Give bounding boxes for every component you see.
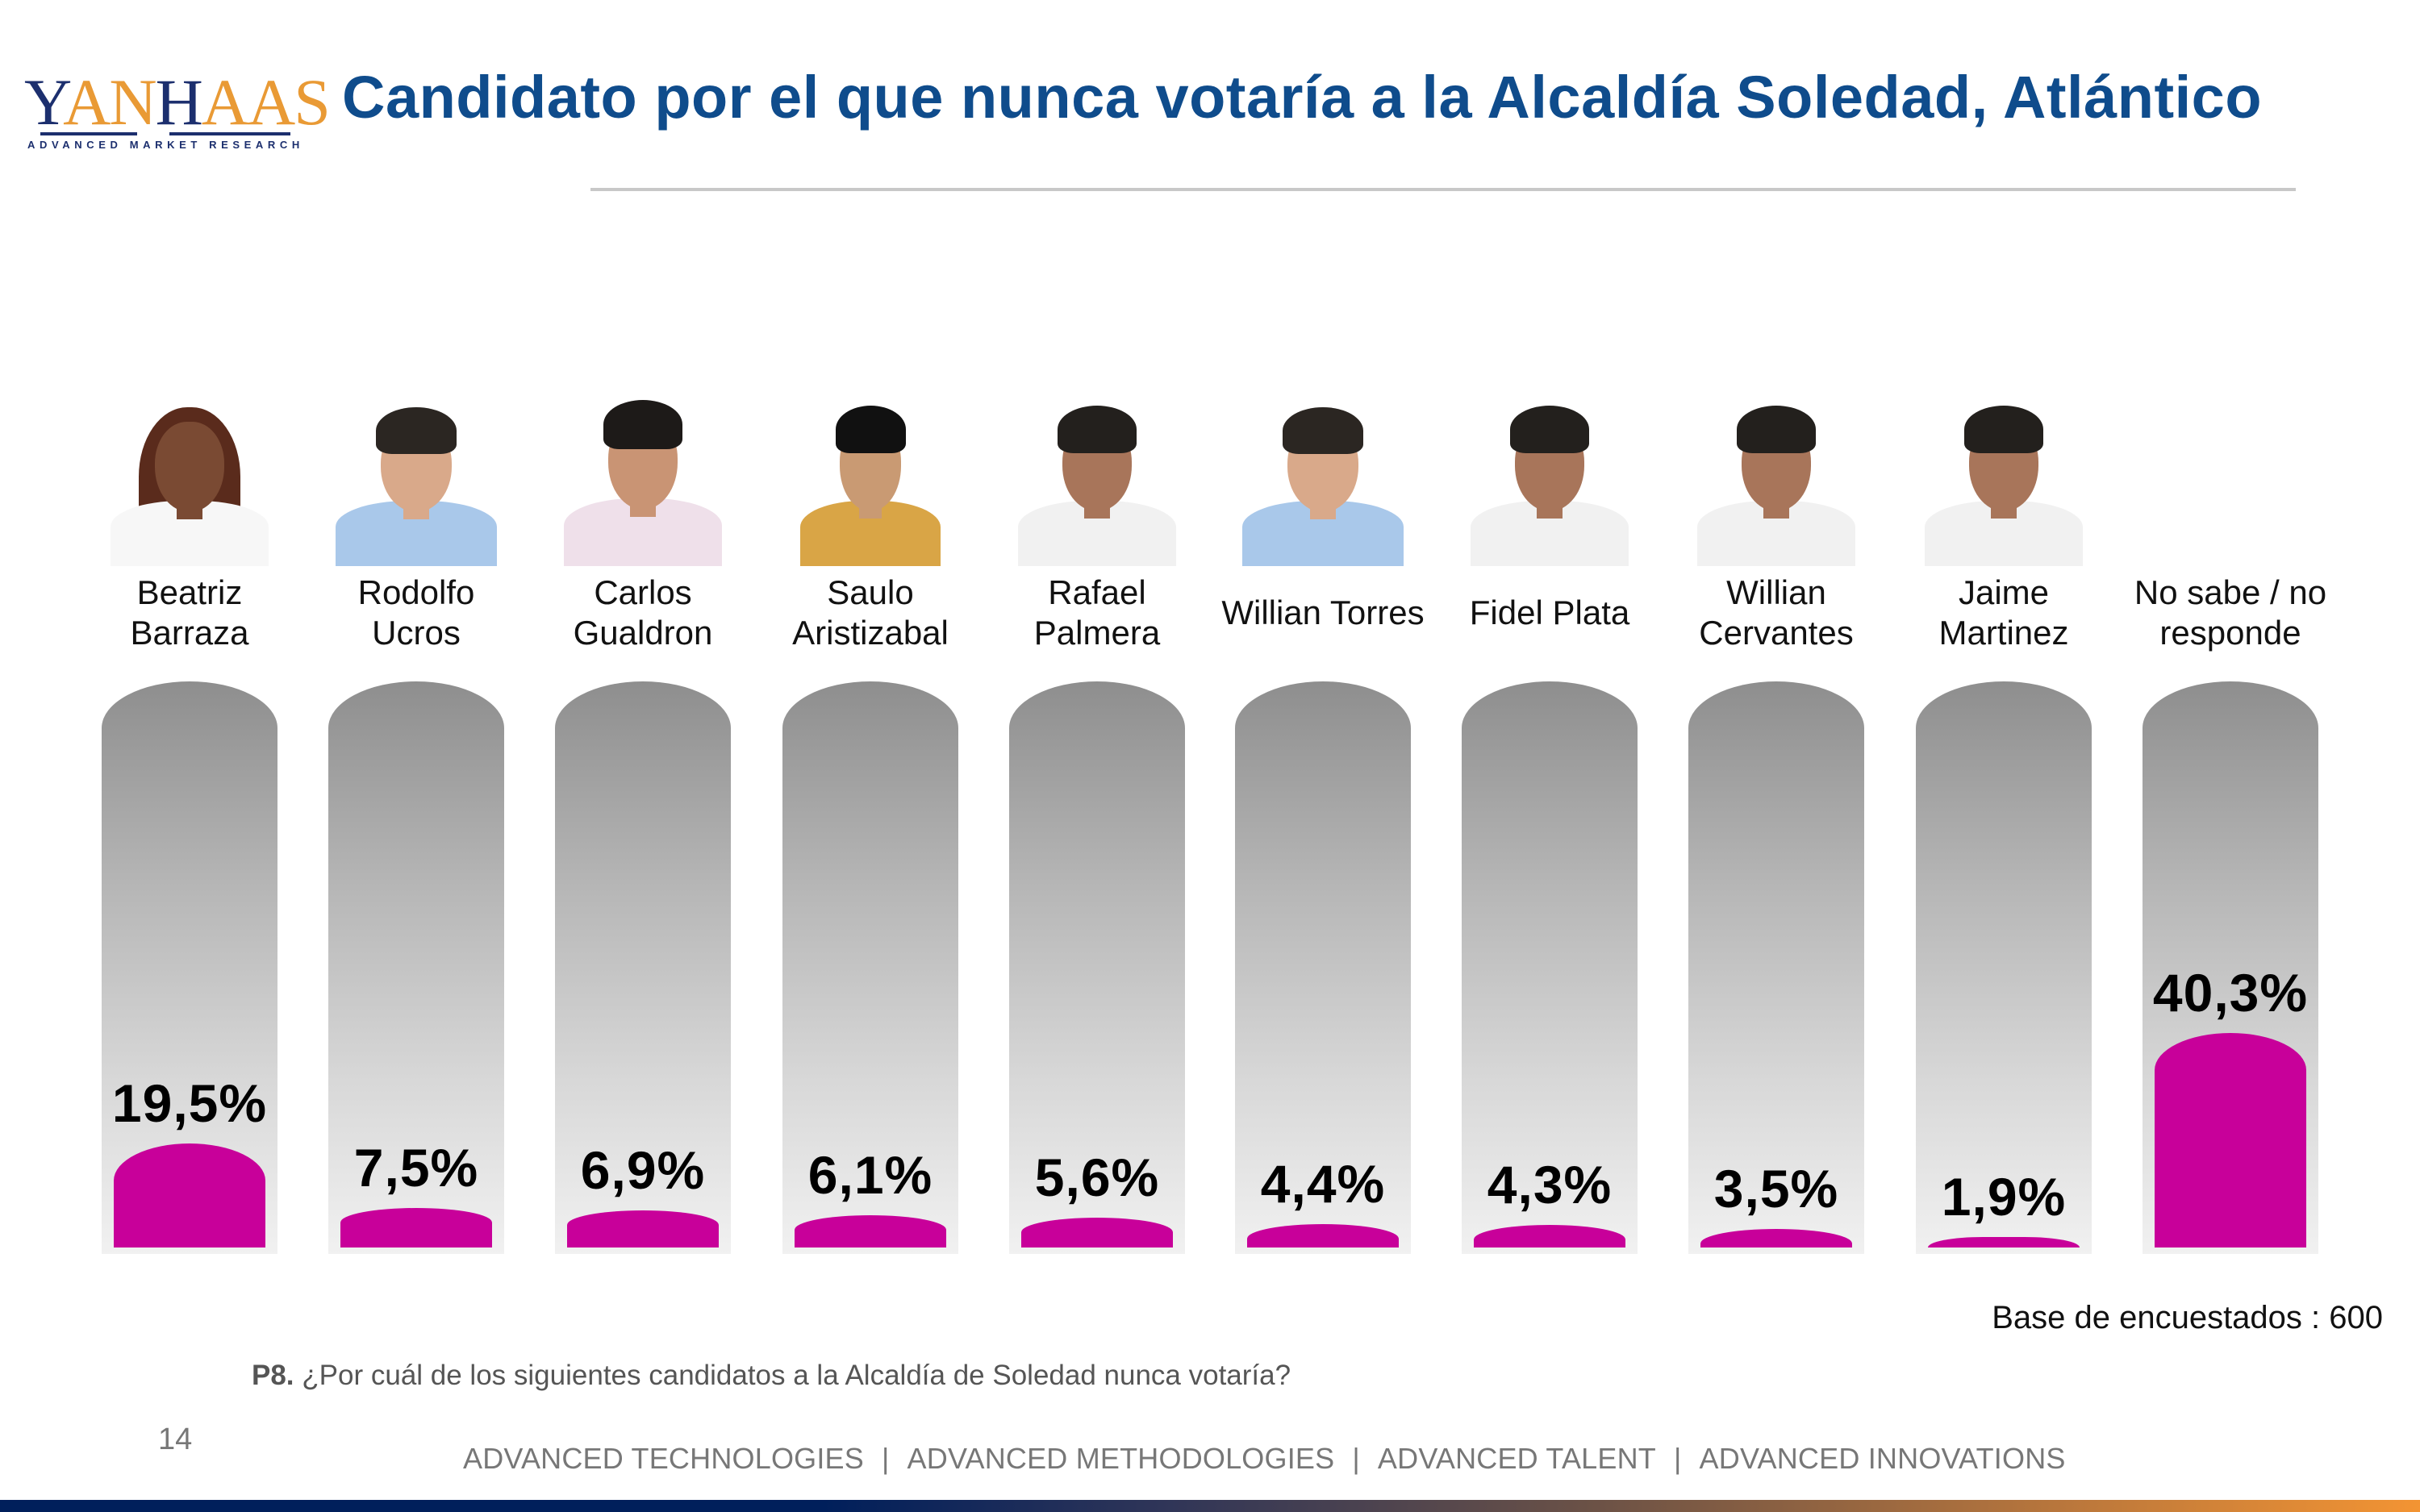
candidate-column: Beatriz Barraza 19,5%	[76, 355, 303, 1258]
candidate-column: Rodolfo Ucros 7,5%	[302, 355, 530, 1258]
candidate-name: No sabe / no responde	[2117, 573, 2344, 653]
candidate-column: Willian Torres 4,4%	[1209, 355, 1437, 1258]
candidate-name: Rodolfo Ucros	[302, 573, 530, 653]
candidate-photo	[800, 384, 941, 566]
candidate-name-line: Aristizabal	[792, 614, 949, 652]
bar-track: 19,5%	[102, 681, 277, 1254]
bar-fill	[795, 1214, 946, 1248]
bar-value-label: 3,5%	[1713, 1158, 1839, 1218]
bar-fill	[340, 1207, 492, 1248]
bar-value-label: 6,1%	[807, 1144, 933, 1205]
candidate-photo	[336, 385, 497, 566]
logo-wordmark: YANHAAS	[24, 65, 331, 139]
candidate-name: Saulo Aristizabal	[757, 573, 984, 653]
candidate-name-line: No sabe / no	[2134, 573, 2327, 611]
candidate-photo	[1242, 385, 1404, 566]
bar-value-label: 4,3%	[1487, 1154, 1613, 1214]
bar-track: 4,4%	[1235, 681, 1411, 1254]
bar-fill	[114, 1143, 265, 1248]
bar-track: 4,3%	[1462, 681, 1638, 1254]
bar-track: 6,9%	[555, 681, 731, 1254]
candidate-column: Saulo Aristizabal 6,1%	[757, 355, 984, 1258]
candidate-name: Fidel Plata	[1436, 593, 1663, 633]
candidate-name-line: Rafael	[1048, 573, 1146, 611]
bar-value-label: 4,4%	[1260, 1153, 1386, 1214]
bar-value-label: 19,5%	[111, 1073, 268, 1134]
candidate-name-line: Ucros	[372, 614, 461, 652]
candidate-name-line: Jaime	[1958, 573, 2050, 611]
page-number: 14	[158, 1422, 193, 1456]
candidate-photo	[1697, 384, 1855, 566]
bar-track: 3,5%	[1688, 681, 1864, 1254]
candidate-name-line: Saulo	[827, 573, 914, 611]
candidate-column: Rafael Palmera 5,6%	[983, 355, 1211, 1258]
candidate-name-line: Rodolfo	[357, 573, 475, 611]
bar-fill	[1700, 1228, 1852, 1248]
logo-tagline: ADVANCED MARKET RESEARCH	[27, 139, 304, 151]
candidate-name-line: Fidel Plata	[1469, 594, 1630, 631]
bar-value-label: 6,9%	[580, 1140, 706, 1201]
bar-value-label: 7,5%	[353, 1137, 479, 1198]
candidate-name-line: Palmera	[1033, 614, 1161, 652]
bar-fill	[1474, 1224, 1625, 1248]
footer-separator: |	[881, 1442, 890, 1475]
candidate-name-line: Carlos	[594, 573, 692, 611]
bar-value-label: 5,6%	[1034, 1148, 1160, 1208]
candidate-column: Carlos Gualdron 6,9%	[529, 355, 757, 1258]
candidate-column: Fidel Plata 4,3%	[1436, 355, 1663, 1258]
bar-fill	[1021, 1218, 1173, 1248]
candidate-photo	[1471, 384, 1629, 566]
yanhaas-logo: YANHAAS ADVANCED MARKET RESEARCH	[24, 66, 331, 152]
bar-track: 5,6%	[1009, 681, 1185, 1254]
footer-item: ADVANCED METHODOLOGIES	[907, 1442, 1335, 1475]
question-code: P8.	[252, 1360, 294, 1391]
bar-value-label: 40,3%	[2152, 963, 2309, 1023]
question-text: ¿Por cuál de los siguientes candidatos a…	[302, 1360, 1291, 1391]
footer-slogans: ADVANCED TECHNOLOGIES | ADVANCED METHODOLO…	[463, 1442, 2066, 1476]
footer-item: ADVANCED TALENT	[1377, 1442, 1656, 1475]
footer-separator: |	[1352, 1442, 1360, 1475]
candidate-name-line: responde	[2159, 614, 2301, 652]
footer-separator: |	[1673, 1442, 1682, 1475]
bar-track: 6,1%	[782, 681, 958, 1254]
candidate-column: No sabe / no responde 40,3%	[2117, 355, 2344, 1258]
candidate-name-line: Beatriz	[136, 573, 243, 611]
candidate-name-line: Willian	[1726, 573, 1826, 611]
candidate-photo	[564, 377, 722, 566]
candidate-name: Beatriz Barraza	[76, 573, 303, 653]
candidate-photo	[111, 385, 269, 566]
candidate-name: Carlos Gualdron	[529, 573, 757, 653]
candidate-name: Willian Torres	[1209, 593, 1437, 633]
bar-fill	[2155, 1033, 2306, 1248]
candidate-name-line: Barraza	[130, 614, 249, 652]
bottom-gradient-bar	[0, 1500, 2420, 1512]
bar-value-label: 1,9%	[1941, 1167, 2067, 1227]
candidate-photo	[1925, 384, 2083, 566]
candidate-name-line: Gualdron	[573, 614, 713, 652]
logo-underline	[40, 132, 137, 135]
bar-fill	[1247, 1223, 1399, 1248]
sample-base: Base de encuestados : 600	[1992, 1300, 2383, 1335]
bar-fill	[567, 1210, 719, 1248]
candidate-name: Jaime Martinez	[1890, 573, 2118, 653]
candidate-name: Rafael Palmera	[983, 573, 1211, 653]
bar-fill	[1928, 1237, 2080, 1248]
candidate-name-line: Willian Torres	[1221, 594, 1425, 631]
footer-item: ADVANCED INNOVATIONS	[1699, 1442, 2066, 1475]
candidate-name-line: Cervantes	[1699, 614, 1854, 652]
candidate-name-line: Martinez	[1938, 614, 2069, 652]
survey-question: P8. ¿Por cuál de los siguientes candidat…	[252, 1360, 1291, 1392]
page-title: Candidato por el que nunca votaría a la …	[342, 64, 2263, 131]
candidate-column: Willian Cervantes 3,5%	[1663, 355, 1890, 1258]
bar-track: 7,5%	[328, 681, 504, 1254]
logo-underline	[169, 132, 290, 135]
candidate-photo	[1018, 384, 1176, 566]
bar-track: 1,9%	[1916, 681, 2092, 1254]
candidate-name: Willian Cervantes	[1663, 573, 1890, 653]
bar-track: 40,3%	[2143, 681, 2318, 1254]
candidate-column: Jaime Martinez 1,9%	[1890, 355, 2118, 1258]
footer-item: ADVANCED TECHNOLOGIES	[463, 1442, 864, 1475]
title-divider	[590, 188, 2296, 191]
